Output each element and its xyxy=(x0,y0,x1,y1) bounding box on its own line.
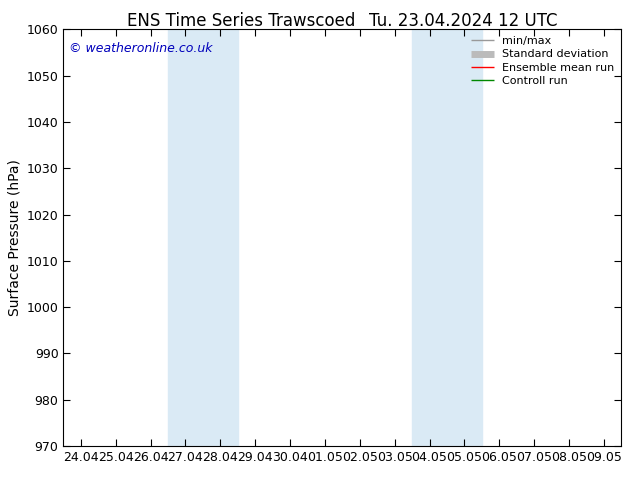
Text: ENS Time Series Trawscoed: ENS Time Series Trawscoed xyxy=(127,12,355,30)
Y-axis label: Surface Pressure (hPa): Surface Pressure (hPa) xyxy=(7,159,21,316)
Text: Tu. 23.04.2024 12 UTC: Tu. 23.04.2024 12 UTC xyxy=(368,12,557,30)
Bar xyxy=(168,29,238,446)
Text: © weatheronline.co.uk: © weatheronline.co.uk xyxy=(69,42,212,55)
Bar xyxy=(412,29,482,446)
Legend: min/max, Standard deviation, Ensemble mean run, Controll run: min/max, Standard deviation, Ensemble me… xyxy=(467,32,619,91)
